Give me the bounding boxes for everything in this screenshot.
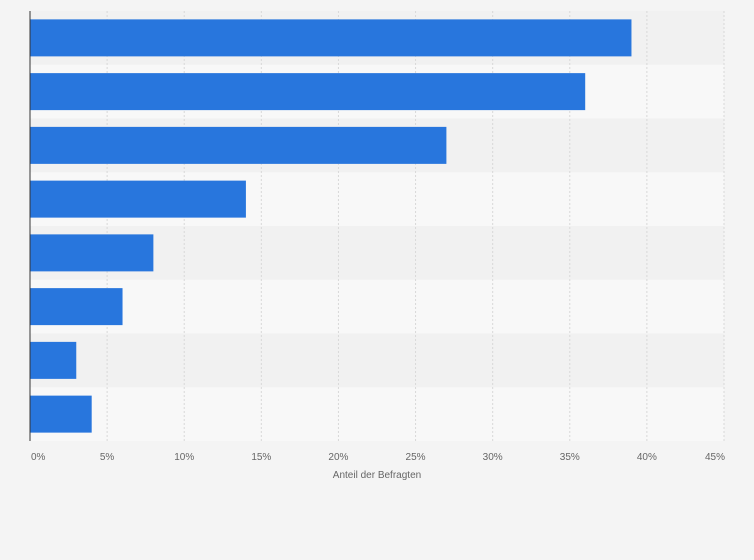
bar bbox=[30, 126, 447, 164]
x-tick-label: 10% bbox=[174, 452, 194, 463]
bar bbox=[30, 180, 246, 218]
bar bbox=[30, 395, 92, 433]
x-axis-title: Anteil der Befragten bbox=[333, 470, 421, 481]
bar bbox=[30, 288, 123, 326]
bar bbox=[30, 341, 77, 379]
bar bbox=[30, 234, 154, 272]
x-tick-label: 45% bbox=[705, 452, 725, 463]
x-tick-labels: 0% 5% 10% 15% 20% 25% 30% 35% 40% 45% bbox=[31, 452, 725, 463]
x-tick-label: 15% bbox=[251, 452, 271, 463]
x-tick-label: 40% bbox=[637, 452, 657, 463]
bar bbox=[30, 73, 586, 111]
x-tick-label: 5% bbox=[100, 452, 115, 463]
row-band bbox=[30, 279, 724, 334]
row-band bbox=[30, 333, 724, 388]
x-tick-label: 35% bbox=[560, 452, 580, 463]
x-tick-label: 25% bbox=[406, 452, 426, 463]
x-tick-label: 0% bbox=[31, 452, 46, 463]
bar bbox=[30, 19, 632, 57]
x-tick-label: 30% bbox=[483, 452, 503, 463]
bars bbox=[30, 19, 632, 433]
row-band bbox=[30, 387, 724, 441]
x-tick-label: 20% bbox=[328, 452, 348, 463]
